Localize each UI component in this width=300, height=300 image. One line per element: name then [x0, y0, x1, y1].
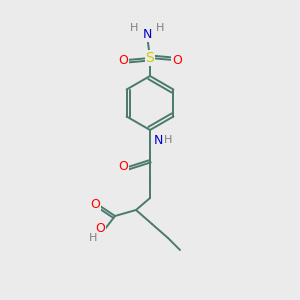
Text: O: O — [95, 223, 105, 236]
Text: O: O — [118, 53, 128, 67]
Text: S: S — [146, 51, 154, 65]
Text: H: H — [156, 23, 164, 33]
Text: O: O — [90, 199, 100, 212]
Text: H: H — [130, 23, 138, 33]
Text: H: H — [89, 233, 97, 243]
Text: H: H — [164, 135, 172, 145]
Text: N: N — [153, 134, 163, 146]
Text: O: O — [118, 160, 128, 172]
Text: N: N — [142, 28, 152, 40]
Text: O: O — [172, 53, 182, 67]
